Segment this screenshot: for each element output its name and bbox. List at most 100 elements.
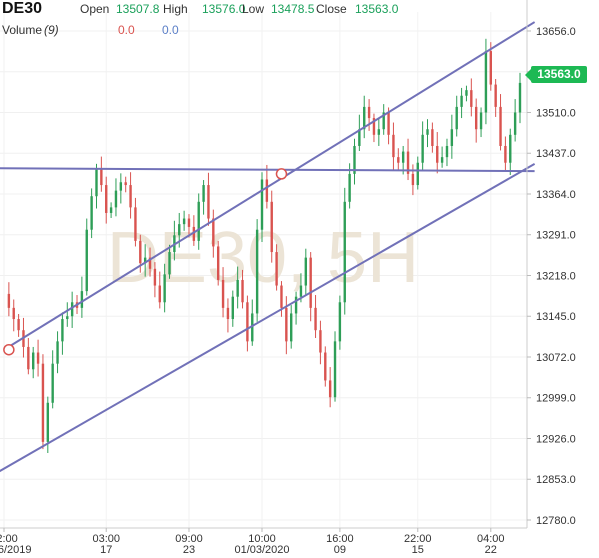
candle-down[interactable] xyxy=(504,145,507,163)
candle-up[interactable] xyxy=(333,341,337,398)
candle-down[interactable] xyxy=(41,363,45,442)
candle-down[interactable] xyxy=(148,257,152,269)
candle-down[interactable] xyxy=(105,185,108,213)
candle-up[interactable] xyxy=(182,218,186,225)
candle-up[interactable] xyxy=(178,224,181,236)
candle-up[interactable] xyxy=(484,51,488,113)
candle-up[interactable] xyxy=(450,129,454,146)
candle-down[interactable] xyxy=(129,185,132,208)
candle-down[interactable] xyxy=(226,307,230,320)
candle-up[interactable] xyxy=(61,319,64,342)
candle-up[interactable] xyxy=(338,302,342,342)
candle-down[interactable] xyxy=(436,145,439,163)
candle-up[interactable] xyxy=(66,316,69,320)
candle-up[interactable] xyxy=(401,151,405,163)
candle-down[interactable] xyxy=(241,279,244,303)
candle-down[interactable] xyxy=(431,129,434,146)
candle-up[interactable] xyxy=(294,296,298,314)
candle-down[interactable] xyxy=(372,118,376,135)
candle-up[interactable] xyxy=(231,296,234,320)
candle-down[interactable] xyxy=(499,106,502,146)
candle-down[interactable] xyxy=(494,84,497,107)
candle-down[interactable] xyxy=(153,268,157,286)
trend-line[interactable] xyxy=(0,167,535,173)
candle-down[interactable] xyxy=(187,218,191,227)
candle-up[interactable] xyxy=(202,185,205,202)
candle-up[interactable] xyxy=(465,90,468,96)
candle-up[interactable] xyxy=(382,112,385,130)
candle-down[interactable] xyxy=(12,307,15,320)
line-anchor-marker[interactable] xyxy=(3,343,15,356)
candle-down[interactable] xyxy=(309,257,312,308)
candle-down[interactable] xyxy=(17,319,20,331)
candle-down[interactable] xyxy=(470,90,473,107)
candle-up[interactable] xyxy=(32,352,35,370)
candle-up[interactable] xyxy=(119,182,123,191)
candle-down[interactable] xyxy=(314,307,317,331)
candle-down[interactable] xyxy=(246,302,249,342)
candle-up[interactable] xyxy=(460,95,463,107)
candle-up[interactable] xyxy=(56,341,59,364)
candle-down[interactable] xyxy=(36,352,40,364)
candle-up[interactable] xyxy=(513,112,517,135)
candle-down[interactable] xyxy=(27,346,30,370)
candle-up[interactable] xyxy=(260,179,264,230)
candle-up[interactable] xyxy=(114,190,118,208)
candle-up[interactable] xyxy=(90,196,93,230)
candle-down[interactable] xyxy=(324,352,327,381)
candle-up[interactable] xyxy=(299,285,303,297)
candle-down[interactable] xyxy=(212,218,215,247)
candle-up[interactable] xyxy=(143,257,147,264)
candles[interactable] xyxy=(7,38,522,454)
candle-down[interactable] xyxy=(280,285,283,308)
candle-down[interactable] xyxy=(411,173,415,186)
candle-down[interactable] xyxy=(406,151,410,174)
candle-down[interactable] xyxy=(134,207,137,241)
candle-down[interactable] xyxy=(7,293,11,308)
candle-up[interactable] xyxy=(236,279,239,297)
candle-up[interactable] xyxy=(421,134,424,163)
candle-up[interactable] xyxy=(255,229,259,314)
trend-line[interactable] xyxy=(0,162,536,473)
candle-down[interactable] xyxy=(474,106,478,130)
candle-down[interactable] xyxy=(319,330,322,353)
candle-down[interactable] xyxy=(192,226,196,241)
candle-up[interactable] xyxy=(348,173,351,202)
candle-up[interactable] xyxy=(304,257,308,286)
candle-up[interactable] xyxy=(518,82,522,113)
candle-down[interactable] xyxy=(387,112,390,135)
candle-up[interactable] xyxy=(353,145,356,174)
candle-up[interactable] xyxy=(290,313,293,342)
candle-down[interactable] xyxy=(221,279,225,308)
candle-down[interactable] xyxy=(392,134,395,158)
candle-down[interactable] xyxy=(124,182,127,186)
candle-up[interactable] xyxy=(109,207,113,213)
candle-up[interactable] xyxy=(80,291,84,308)
candle-down[interactable] xyxy=(275,252,278,286)
candle-up[interactable] xyxy=(363,106,366,130)
candle-up[interactable] xyxy=(51,363,54,403)
candle-up[interactable] xyxy=(358,129,361,146)
candle-up[interactable] xyxy=(479,112,483,130)
line-markers[interactable] xyxy=(3,168,288,356)
candle-down[interactable] xyxy=(216,246,220,280)
candle-up[interactable] xyxy=(197,201,200,241)
candle-up[interactable] xyxy=(343,201,346,303)
candle-down[interactable] xyxy=(100,168,103,186)
candle-up[interactable] xyxy=(168,252,171,275)
candle-down[interactable] xyxy=(265,179,269,202)
candle-down[interactable] xyxy=(270,201,273,253)
candle-up[interactable] xyxy=(445,145,449,158)
candle-down[interactable] xyxy=(367,106,371,119)
candle-down[interactable] xyxy=(207,185,210,219)
candle-up[interactable] xyxy=(85,229,88,292)
candle-down[interactable] xyxy=(328,380,332,398)
candle-up[interactable] xyxy=(95,168,98,197)
candle-up[interactable] xyxy=(377,129,381,135)
candle-down[interactable] xyxy=(285,307,288,342)
trend-line[interactable] xyxy=(3,21,536,351)
candle-up[interactable] xyxy=(440,157,444,163)
candle-down[interactable] xyxy=(489,51,492,85)
candle-up[interactable] xyxy=(509,134,512,163)
